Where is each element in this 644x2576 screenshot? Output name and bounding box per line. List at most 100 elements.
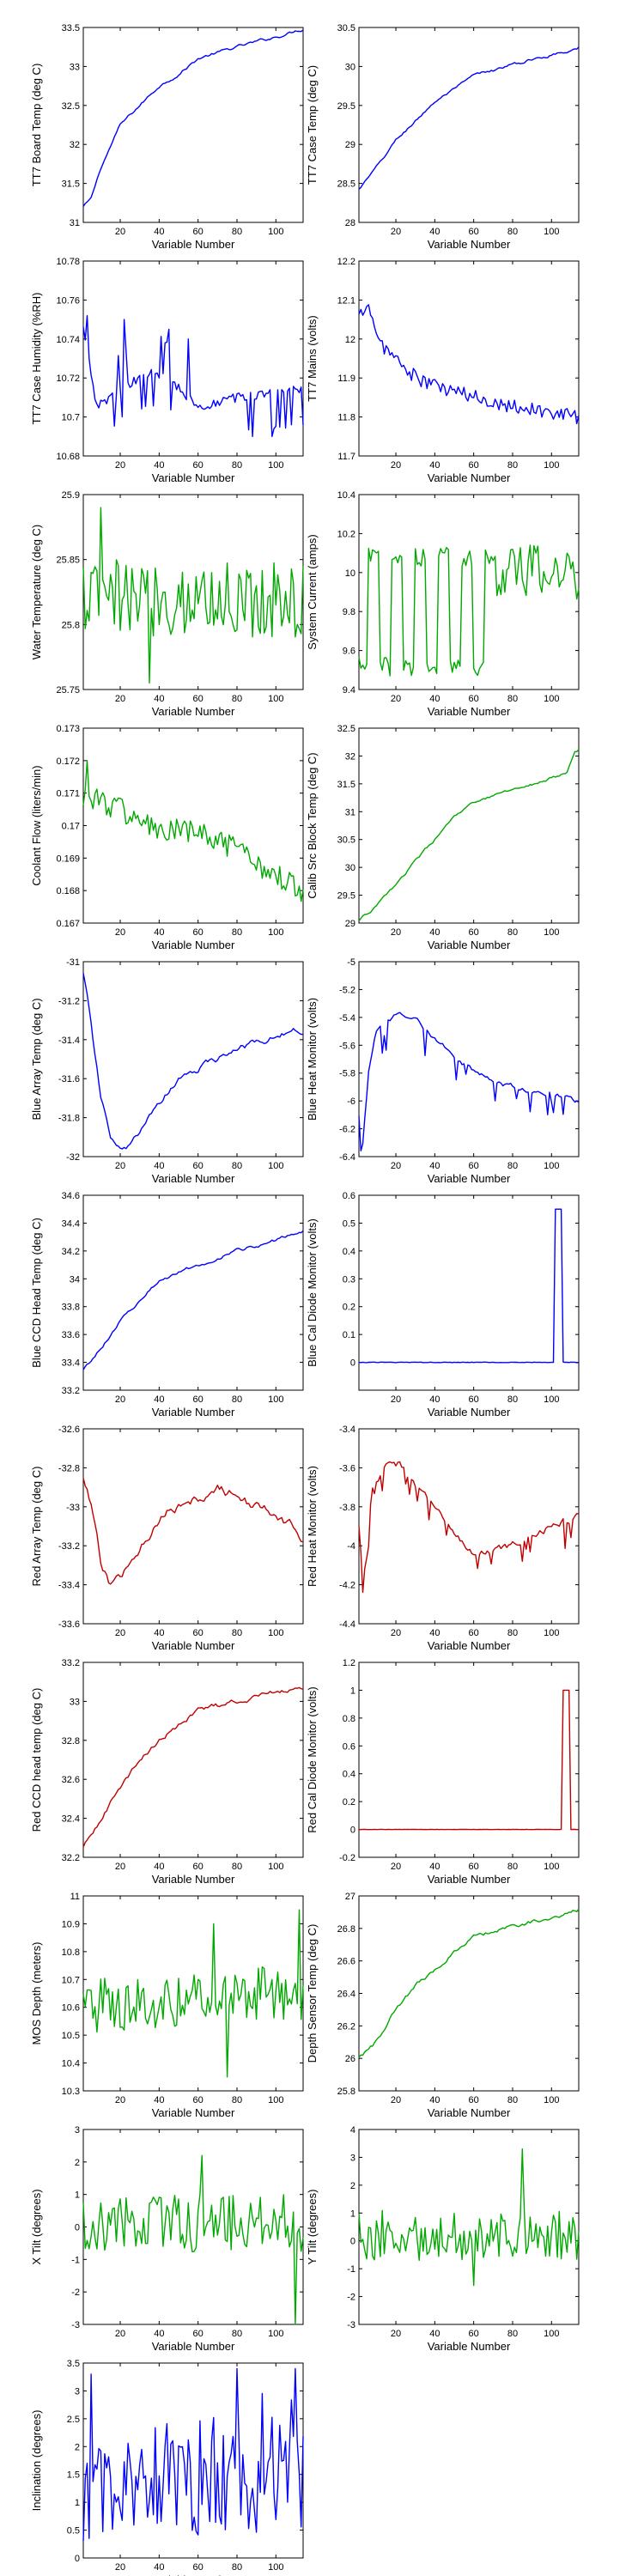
y-tick-label: 26.2: [337, 2021, 355, 2032]
y-tick-label: 10.2: [337, 529, 355, 539]
y-tick-label: -3.8: [339, 1503, 355, 1513]
y-tick-label: 25.8: [62, 620, 80, 630]
y-tick-label: -32: [66, 1152, 80, 1163]
y-tick-label: 10.9: [62, 1919, 80, 1929]
x-tick-label: 20: [391, 2329, 401, 2339]
y-tick-label: 26.8: [337, 1924, 355, 1935]
y-tick-label: 10.8: [62, 1947, 80, 1958]
y-tick-label: 0.169: [56, 854, 80, 864]
x-tick-label: 40: [154, 2562, 164, 2573]
y-tick-label: 10.68: [56, 452, 80, 462]
y-tick-label: -3: [71, 2320, 80, 2330]
y-tick-label: 9.6: [343, 647, 355, 657]
plot-area: [358, 2129, 580, 2325]
y-tick-label: -5.4: [339, 1013, 355, 1024]
x-tick-label: 100: [268, 2095, 283, 2105]
y-tick-label: 10.76: [56, 295, 80, 306]
series-line: [82, 29, 304, 207]
x-tick-label: 20: [115, 2329, 125, 2339]
series-line: [82, 507, 304, 684]
series-line: [82, 1230, 304, 1370]
x-tick-label: 20: [391, 1161, 401, 1171]
y-tick-label: -3.4: [339, 1425, 355, 1435]
x-tick-label: 40: [154, 694, 164, 704]
chart-panel: 20 40 60 80 100 -3 -2 -1 0 1 2 3 4 Variable Number Y T…: [306, 2125, 580, 2353]
x-axis-label: Variable Number: [152, 939, 235, 951]
y-tick-label: 0: [350, 1826, 355, 1836]
x-tick-label: 20: [115, 927, 125, 938]
x-tick-label: 80: [507, 1161, 518, 1171]
x-tick-label: 40: [429, 1628, 440, 1638]
y-tick-label: 31: [70, 218, 80, 228]
y-tick-label: -5: [347, 957, 355, 968]
x-axis-label: Variable Number: [428, 1873, 511, 1886]
y-tick-label: 33.2: [62, 1658, 80, 1668]
x-tick-label: 40: [429, 1862, 440, 1872]
y-tick-label: 9.8: [343, 607, 355, 617]
x-tick-label: 40: [154, 1862, 164, 1872]
plot-area: [82, 961, 304, 1157]
x-tick-label: 60: [193, 694, 204, 704]
y-tick-label: -2: [347, 2293, 355, 2303]
y-tick-label: 25.85: [56, 556, 80, 566]
plot-area: [358, 27, 580, 223]
y-axis-label: Depth Sensor Temp (deg C): [306, 1924, 319, 2063]
x-tick-label: 100: [268, 1628, 283, 1638]
y-tick-label: 31.5: [337, 780, 355, 790]
x-tick-label: 40: [429, 2095, 440, 2105]
y-tick-label: 25.9: [62, 490, 80, 501]
x-tick-label: 60: [469, 2095, 479, 2105]
x-axis-label: Variable Number: [152, 1873, 235, 1886]
y-axis-label: Water Temperature (deg C): [30, 525, 43, 660]
y-tick-label: 3: [75, 2125, 80, 2136]
plot-area: [82, 1895, 304, 2092]
y-tick-label: 11.8: [337, 413, 355, 423]
plot-area: [82, 2362, 304, 2559]
y-tick-label: 33.4: [62, 1358, 80, 1369]
x-tick-label: 80: [507, 694, 518, 704]
y-tick-label: 32.6: [62, 1775, 80, 1785]
x-tick-label: 40: [154, 1628, 164, 1638]
y-axis-label: System Current (amps): [306, 534, 319, 649]
y-tick-label: 1: [350, 1686, 355, 1696]
x-tick-label: 60: [193, 1628, 204, 1638]
y-tick-label: 11.9: [337, 374, 355, 384]
x-tick-label: 40: [154, 927, 164, 938]
x-tick-label: 80: [232, 2095, 242, 2105]
y-tick-label: 0: [75, 2554, 80, 2564]
y-tick-label: -2: [71, 2287, 80, 2298]
plot-area: [82, 494, 304, 690]
y-tick-label: -33.2: [58, 1541, 80, 1552]
x-tick-label: 20: [391, 1628, 401, 1638]
y-tick-label: 12.2: [337, 257, 355, 267]
x-tick-label: 80: [507, 2329, 518, 2339]
plot-area: [82, 2129, 304, 2325]
y-tick-label: 33.2: [62, 1386, 80, 1396]
y-axis-label: X Tilt (degrees): [30, 2189, 43, 2264]
y-tick-label: 26: [345, 2054, 355, 2064]
x-tick-label: 60: [469, 1862, 479, 1872]
x-tick-label: 100: [268, 1394, 283, 1405]
y-tick-label: 0.172: [56, 756, 80, 767]
x-axis-label: Variable Number: [428, 238, 511, 251]
x-tick-label: 100: [268, 227, 283, 237]
plot-area: [358, 260, 580, 457]
y-tick-label: 12.1: [337, 295, 355, 306]
x-tick-label: 40: [154, 227, 164, 237]
plot-area: [358, 1895, 580, 2092]
series-line: [82, 973, 303, 1150]
y-axis-label: TT7 Board Temp (deg C): [30, 64, 43, 187]
x-tick-label: 100: [268, 927, 283, 938]
y-tick-label: 30: [345, 62, 355, 72]
x-tick-label: 20: [115, 1862, 125, 1872]
x-axis-label: Variable Number: [152, 1406, 235, 1419]
y-tick-label: -6.2: [339, 1125, 355, 1135]
x-tick-label: 20: [115, 1628, 125, 1638]
plot-area: [82, 1662, 304, 1858]
x-tick-label: 100: [544, 460, 559, 471]
x-tick-label: 40: [429, 227, 440, 237]
y-axis-label: Blue Cal Diode Monitor (volts): [306, 1218, 319, 1367]
y-tick-label: 30: [345, 863, 355, 873]
x-tick-label: 20: [115, 460, 125, 471]
